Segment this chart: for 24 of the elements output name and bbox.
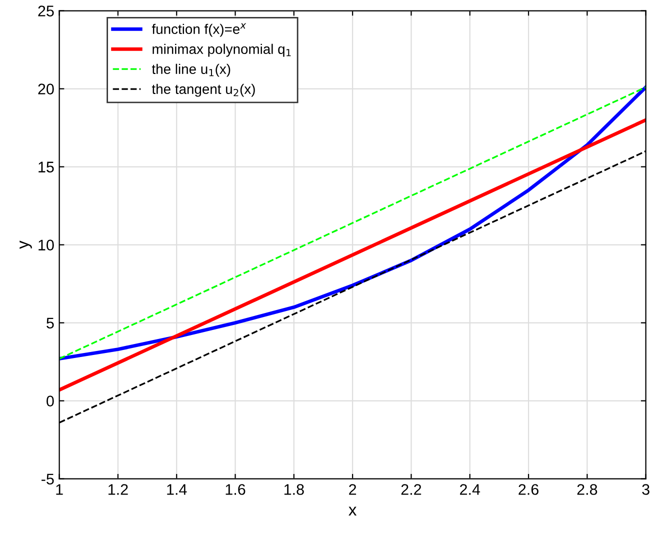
x-tick-label: 2.4 — [460, 484, 480, 495]
x-tick-label: 2 — [349, 484, 356, 495]
x-tick-label: 2.8 — [577, 484, 598, 495]
x-tick-label: 1 — [56, 484, 63, 495]
x-axis-title: x — [348, 506, 357, 516]
x-tick-label: 1.2 — [108, 484, 128, 495]
legend-label: minimax polynomial q$_{1}$ — [152, 44, 291, 57]
legend-label: the line u$_{1}$(x) — [152, 64, 230, 77]
x-tick-label: 1.4 — [167, 484, 187, 495]
x-tick-label: 3 — [642, 484, 650, 495]
y-tick-label: -5 — [42, 474, 54, 485]
y-tick-label: 15 — [38, 162, 54, 172]
y-tick-label: 0 — [46, 396, 54, 406]
x-tick-label: 2.2 — [401, 484, 422, 495]
x-tick-label: 2.6 — [518, 484, 538, 495]
y-tick-label: 20 — [38, 84, 54, 94]
y-tick-label: 5 — [46, 318, 54, 328]
x-tick-label: 1.6 — [226, 484, 246, 495]
legend-label: the tangent u$_{2}$(x) — [152, 84, 255, 97]
y-tick-label: 10 — [38, 240, 54, 250]
x-tick-label: 1.8 — [284, 484, 304, 495]
y-tick-label: 25 — [38, 6, 54, 16]
legend-label: function f(x)=e$^{x}$ — [152, 23, 246, 37]
y-axis-title: y — [20, 240, 32, 249]
